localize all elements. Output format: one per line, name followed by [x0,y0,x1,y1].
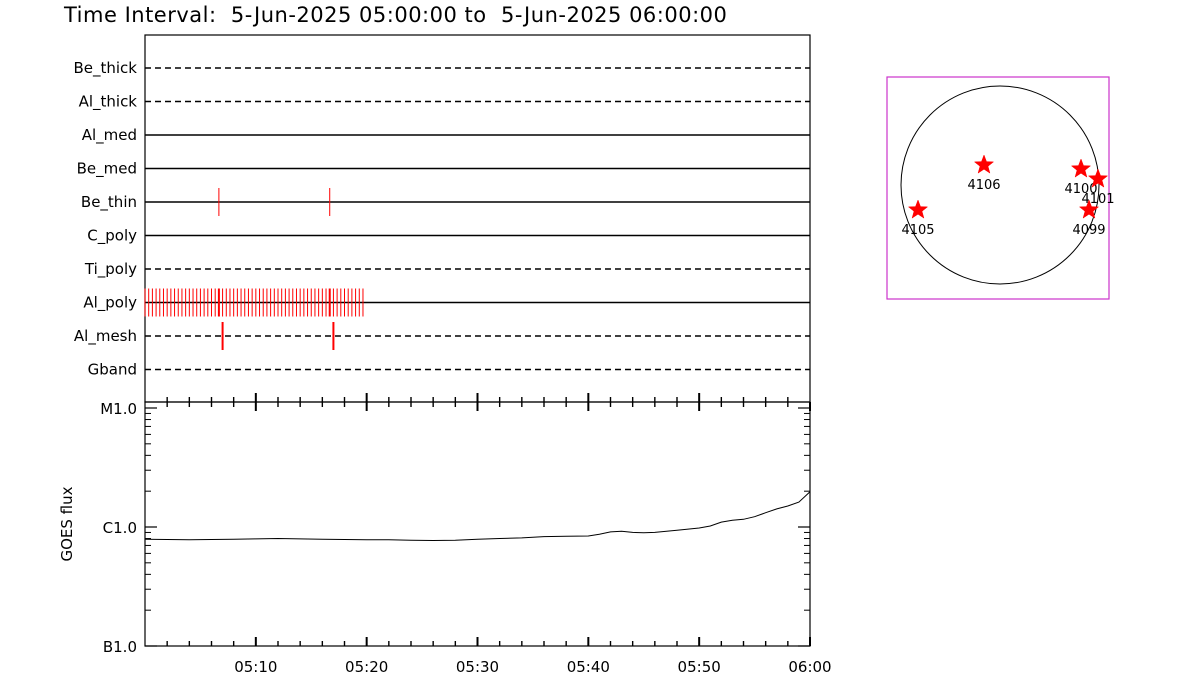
active-region-label: 4099 [1072,223,1105,238]
timeline-marks [144,188,364,350]
timeline-rows: Be_thick Al_thick Al_med Be_med Be_thin C_pol… [73,59,810,402]
active-region-label: 4101 [1081,192,1114,207]
row-label-gband: Gband [88,361,137,379]
row-label-be-thick: Be_thick [73,59,137,78]
active-region-label: 4106 [967,178,1000,193]
goes-x-tick-label: 05:20 [345,658,388,676]
row-label-ti-poly: Ti_poly [84,260,137,279]
goes-ylabel: GOES flux [58,486,76,561]
solar-disk [900,85,1100,285]
goes-axes: B1.0 C1.0 M1.0 05:10 05:20 05:30 05:40 05:50 06:… [100,400,831,676]
time-interval-title: Time Interval: 5-Jun-2025 05:00:00 to 5-… [64,3,728,27]
active-region-star [1087,168,1109,188]
goes-x-tick-label: 05:40 [567,658,610,676]
row-label-al-mesh: Al_mesh [74,327,137,346]
timeline-frame [144,34,811,403]
goes-frame [144,401,811,647]
active-region-star [1070,158,1092,178]
goes-flux-line [144,491,811,542]
active-region-star [1078,199,1100,219]
row-label-be-med: Be_med [77,160,137,179]
goes-x-tick-label: 06:00 [788,658,831,676]
active-region-label: 4100 [1064,182,1097,197]
row-label-al-med: Al_med [82,126,137,145]
active-region-label: 4105 [901,223,934,238]
active-region-star [907,199,929,219]
goes-x-tick-label: 05:10 [234,658,277,676]
active-region-star [973,154,995,174]
row-label-al-poly: Al_poly [83,294,137,313]
goes-y-tick-label: M1.0 [100,400,137,418]
row-label-c-poly: C_poly [87,227,137,246]
goes-x-tick-label: 05:30 [456,658,499,676]
context-map-frame [886,76,1110,300]
timeline-panel: Be_thick Al_thick Al_med Be_med Be_thin C_pol… [73,34,811,403]
goes-x-tick-label: 05:50 [678,658,721,676]
goes-y-tick-label: C1.0 [103,519,137,537]
row-label-be-thin: Be_thin [81,193,137,212]
row-label-al-thick: Al_thick [79,93,138,112]
goes-y-tick-label: B1.0 [103,638,137,656]
goes-panel: B1.0 C1.0 M1.0 05:10 05:20 05:30 05:40 05:50 06:… [58,400,832,676]
